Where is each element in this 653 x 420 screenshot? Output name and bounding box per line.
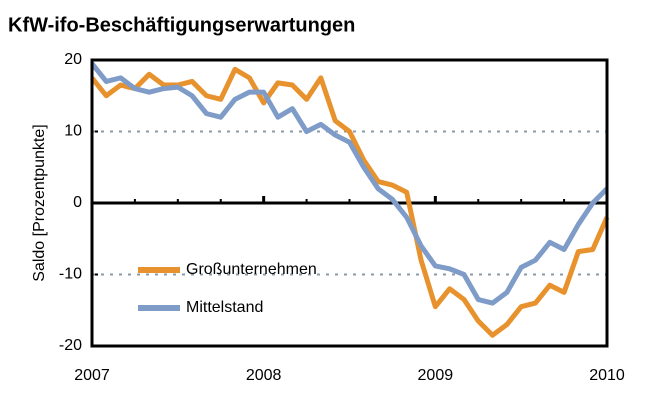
- y-tick-label: -20: [59, 337, 82, 354]
- x-tick-label: 2009: [418, 367, 454, 384]
- x-tick-label: 2007: [74, 367, 110, 384]
- chart-title: KfW-ifo-Beschäftigungserwartungen: [8, 14, 355, 36]
- y-tick-label: 0: [73, 194, 82, 211]
- legend-label: Mittelstand: [186, 299, 263, 316]
- y-tick-label: 20: [64, 51, 82, 68]
- x-tick-label: 2010: [589, 367, 625, 384]
- series-line: [90, 62, 609, 306]
- y-tick-label: -10: [59, 266, 82, 283]
- plot-frame: [90, 58, 609, 348]
- y-tick-label: 10: [64, 123, 82, 140]
- y-axis-label: Saldo [Prozentpunkte]: [31, 124, 48, 281]
- x-tick-label: 2008: [246, 367, 282, 384]
- legend-label: Großunternehmen: [186, 261, 317, 278]
